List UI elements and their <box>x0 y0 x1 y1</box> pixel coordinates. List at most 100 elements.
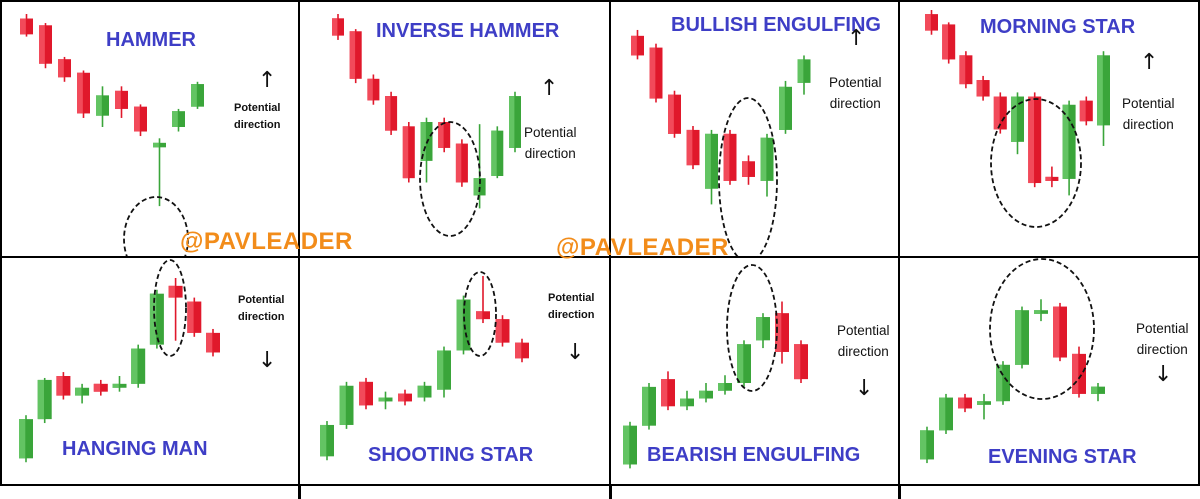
candle-chart <box>320 271 529 461</box>
candle-body-highlight <box>959 55 966 85</box>
divider-tick <box>898 486 901 499</box>
panel-inverse-hammer: INVERSE HAMMER ↑ Potential direction <box>298 0 611 258</box>
bullish-candle <box>112 376 127 392</box>
arrow-up-icon: ↑ <box>540 76 559 101</box>
bearish-candle <box>367 74 380 105</box>
pattern-title: EVENING STAR <box>988 446 1137 468</box>
bearish-candle <box>723 129 737 185</box>
candle-body <box>417 385 432 398</box>
candle-body-highlight <box>779 86 785 130</box>
candle-chart <box>631 29 811 260</box>
candle-body-highlight <box>75 387 82 396</box>
candle-body-highlight <box>1045 176 1052 181</box>
bullish-candle <box>680 390 694 411</box>
candle-body-highlight <box>668 94 674 134</box>
bearish-candle <box>206 328 220 357</box>
arrow-up-icon: ↑ <box>847 26 866 51</box>
candle-body-highlight <box>206 332 213 353</box>
bearish-candle <box>332 14 344 40</box>
candle-body-highlight <box>623 425 630 465</box>
bearish-candle <box>187 297 202 337</box>
bullish-candle <box>320 421 334 461</box>
candle-body-highlight <box>385 96 391 131</box>
bullish-candle <box>996 361 1010 405</box>
bearish-candle <box>1079 96 1093 126</box>
bearish-candle <box>58 56 71 82</box>
candle-body-highlight <box>1062 104 1069 179</box>
potential-direction-label: Potential direction <box>234 102 281 131</box>
pattern-title: INVERSE HAMMER <box>376 20 560 42</box>
bearish-candle <box>402 122 415 183</box>
candle-body-highlight <box>1091 386 1098 394</box>
bullish-candle <box>1015 306 1029 369</box>
bullish-candle <box>96 86 109 127</box>
candle-body-highlight <box>718 383 725 391</box>
bearish-candle <box>515 338 529 363</box>
bearish-candle <box>1045 166 1059 188</box>
pattern-highlight-ellipse <box>153 259 187 357</box>
bullish-candle <box>1097 51 1110 146</box>
bullish-candle <box>131 344 146 388</box>
bullish-candle <box>19 415 33 463</box>
bullish-candle <box>75 383 90 404</box>
candle-body-highlight <box>996 364 1003 402</box>
bullish-candle <box>172 108 185 132</box>
pattern-highlight-ellipse <box>990 98 1082 228</box>
candle-body-highlight <box>661 379 668 407</box>
candle-body-highlight <box>977 401 984 405</box>
pattern-highlight-ellipse <box>463 271 497 357</box>
candle-body-highlight <box>495 319 502 343</box>
candle-body-highlight <box>939 397 946 431</box>
bullish-candle <box>718 375 732 395</box>
candle-body-highlight <box>942 24 949 60</box>
candle-body-highlight <box>349 31 356 79</box>
candle-body-highlight <box>115 90 121 109</box>
candle-body-highlight <box>438 122 444 148</box>
candle-body-highlight <box>378 397 385 402</box>
bearish-candle <box>77 70 90 118</box>
candle-body-highlight <box>93 383 101 392</box>
bullish-candle <box>699 383 713 403</box>
candle-body-highlight <box>359 381 366 406</box>
candle-chart <box>332 14 521 237</box>
pattern-highlight-ellipse <box>123 196 189 260</box>
pattern-highlight-ellipse <box>419 121 481 237</box>
pattern-title: MORNING STAR <box>980 16 1136 38</box>
potential-direction-label: Potential direction <box>829 75 882 111</box>
arrow-down-icon: ↓ <box>566 340 585 365</box>
candle-body-highlight <box>455 143 462 183</box>
candle-body-highlight <box>775 313 782 352</box>
candle-body <box>1034 310 1048 314</box>
candle-body-highlight <box>642 386 649 426</box>
panel-morning-star: MORNING STAR ↑ Potential direction <box>898 0 1200 258</box>
pattern-title: SHOOTING STAR <box>368 444 534 466</box>
candle-body-highlight <box>20 18 26 35</box>
bullish-candle <box>1062 100 1076 196</box>
candle-body-highlight <box>19 419 26 459</box>
potential-direction-label: Potential direction <box>238 294 285 323</box>
candle-body <box>378 397 393 402</box>
candle-body-highlight <box>1097 55 1103 126</box>
candle-body-highlight <box>976 80 983 97</box>
candle-body-highlight <box>680 398 687 407</box>
bullish-candle <box>1034 299 1048 322</box>
bearish-candle <box>115 86 128 118</box>
candle-body-highlight <box>417 385 424 398</box>
candle-body-highlight <box>925 14 931 31</box>
candle-body-highlight <box>112 383 119 388</box>
candle-body-highlight <box>187 301 194 333</box>
divider-tick <box>298 486 301 499</box>
bearish-candle <box>958 393 972 413</box>
candle-body <box>699 390 713 399</box>
bearish-candle <box>134 104 147 137</box>
candle-body-highlight <box>153 142 159 148</box>
candle-body-highlight <box>1015 310 1022 365</box>
candle-body-highlight <box>794 344 801 380</box>
pattern-title: HAMMER <box>106 29 196 51</box>
potential-direction-label: Potential direction <box>548 292 595 321</box>
potential-direction-label: Potential direction <box>524 125 577 161</box>
bearish-candle <box>1072 346 1086 398</box>
pattern-highlight-ellipse <box>726 264 778 392</box>
candle-body-highlight <box>37 379 44 420</box>
